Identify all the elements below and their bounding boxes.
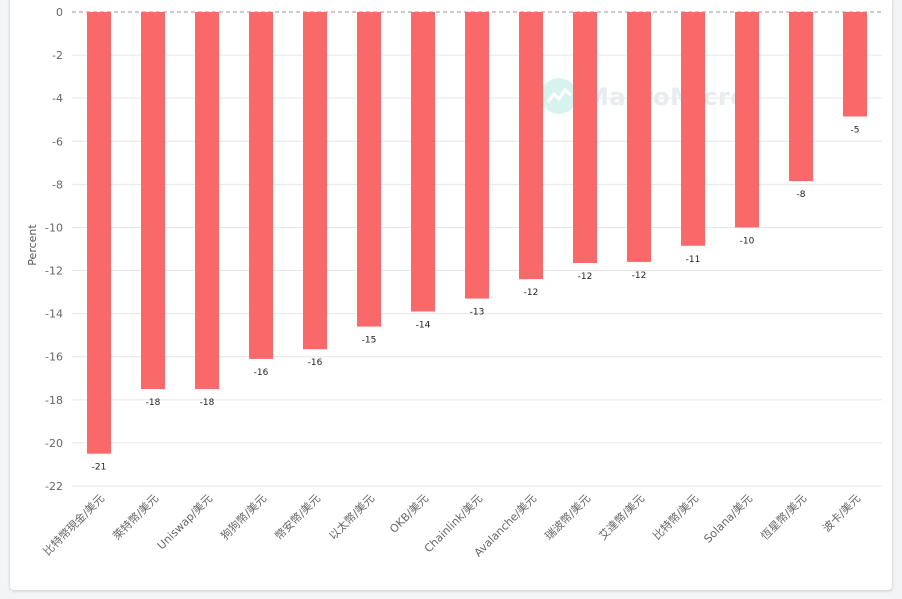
data-label: -12 — [578, 272, 593, 282]
bar[interactable] — [141, 12, 165, 390]
bar[interactable] — [627, 12, 651, 262]
chart-line-icon — [546, 87, 572, 103]
bar[interactable] — [249, 12, 273, 359]
data-label: -15 — [362, 336, 377, 346]
x-tick-label: 萊特幣/美元 — [110, 491, 161, 542]
x-tick-label: 波卡/美元 — [820, 492, 863, 535]
y-tick-label: -2 — [52, 49, 63, 62]
data-label: -14 — [416, 320, 431, 330]
bar[interactable] — [573, 12, 597, 264]
bar[interactable] — [843, 12, 867, 117]
watermark-logo-icon — [541, 78, 577, 114]
y-axis-ticks: 0 -2 -4 -6 -8 -10 -12 -14 -16 -18 -20 -22 — [45, 6, 63, 493]
y-tick-label: -14 — [45, 308, 63, 321]
bar[interactable] — [303, 12, 327, 350]
chart-card: MacroMicro -21 -18 -18 -16 -16 -15 -14 -13 -12 -1… — [10, 0, 892, 590]
data-label: -16 — [254, 368, 269, 378]
bar[interactable] — [789, 12, 813, 182]
x-tick-label: Uniswap/美元 — [155, 492, 215, 552]
x-tick-label: 幣安幣/美元 — [272, 491, 323, 542]
x-tick-label: 恆星幣/美元 — [758, 491, 809, 542]
bar[interactable] — [519, 12, 543, 280]
bar[interactable] — [195, 12, 219, 390]
y-tick-label: -22 — [45, 480, 63, 493]
x-tick-label: OKB/美元 — [387, 492, 431, 536]
y-tick-label: -16 — [45, 351, 63, 364]
x-tick-label: 狗狗幣/美元 — [218, 492, 269, 543]
data-label: -12 — [524, 288, 539, 298]
data-label: -10 — [740, 236, 755, 246]
y-tick-label: -6 — [52, 135, 63, 148]
data-label: -18 — [200, 398, 215, 408]
data-label: -18 — [146, 398, 161, 408]
bar[interactable] — [681, 12, 705, 246]
data-label: -13 — [470, 308, 485, 318]
y-tick-label: -10 — [45, 221, 63, 234]
y-tick-label: -12 — [45, 265, 63, 278]
x-tick-label: 瑞波幣/美元 — [542, 491, 593, 542]
y-tick-label: -20 — [45, 437, 63, 450]
x-tick-label: 以太幣/美元 — [326, 492, 377, 543]
bar[interactable] — [465, 12, 489, 299]
x-tick-label: 艾達幣/美元 — [596, 492, 647, 543]
watermark: MacroMicro — [541, 78, 747, 114]
bars: -21 -18 -18 -16 -16 -15 -14 -13 -12 -12 -12 -11 -10 -… — [87, 12, 867, 473]
y-tick-label: -4 — [52, 92, 63, 105]
bar[interactable] — [87, 12, 111, 454]
bar[interactable] — [411, 12, 435, 312]
x-tick-label: Solana/美元 — [701, 492, 755, 546]
data-label: -21 — [92, 463, 107, 473]
y-tick-label: 0 — [56, 6, 63, 19]
bar[interactable] — [735, 12, 759, 228]
watermark-text: MacroMicro — [585, 83, 747, 111]
bar-chart: MacroMicro -21 -18 -18 -16 -16 -15 -14 -13 -12 -1… — [26, 6, 882, 559]
data-label: -8 — [797, 190, 806, 200]
data-label: -5 — [851, 125, 860, 135]
y-tick-label: -8 — [52, 178, 63, 191]
x-tick-label: 比特幣/美元 — [650, 491, 701, 542]
bar[interactable] — [357, 12, 381, 327]
data-label: -16 — [308, 358, 323, 368]
data-label: -12 — [632, 271, 647, 281]
y-tick-label: -18 — [45, 394, 63, 407]
data-label: -11 — [686, 255, 701, 265]
x-tick-label: 比特幣現金/美元 — [40, 491, 107, 558]
y-axis-label: Percent — [26, 224, 39, 266]
